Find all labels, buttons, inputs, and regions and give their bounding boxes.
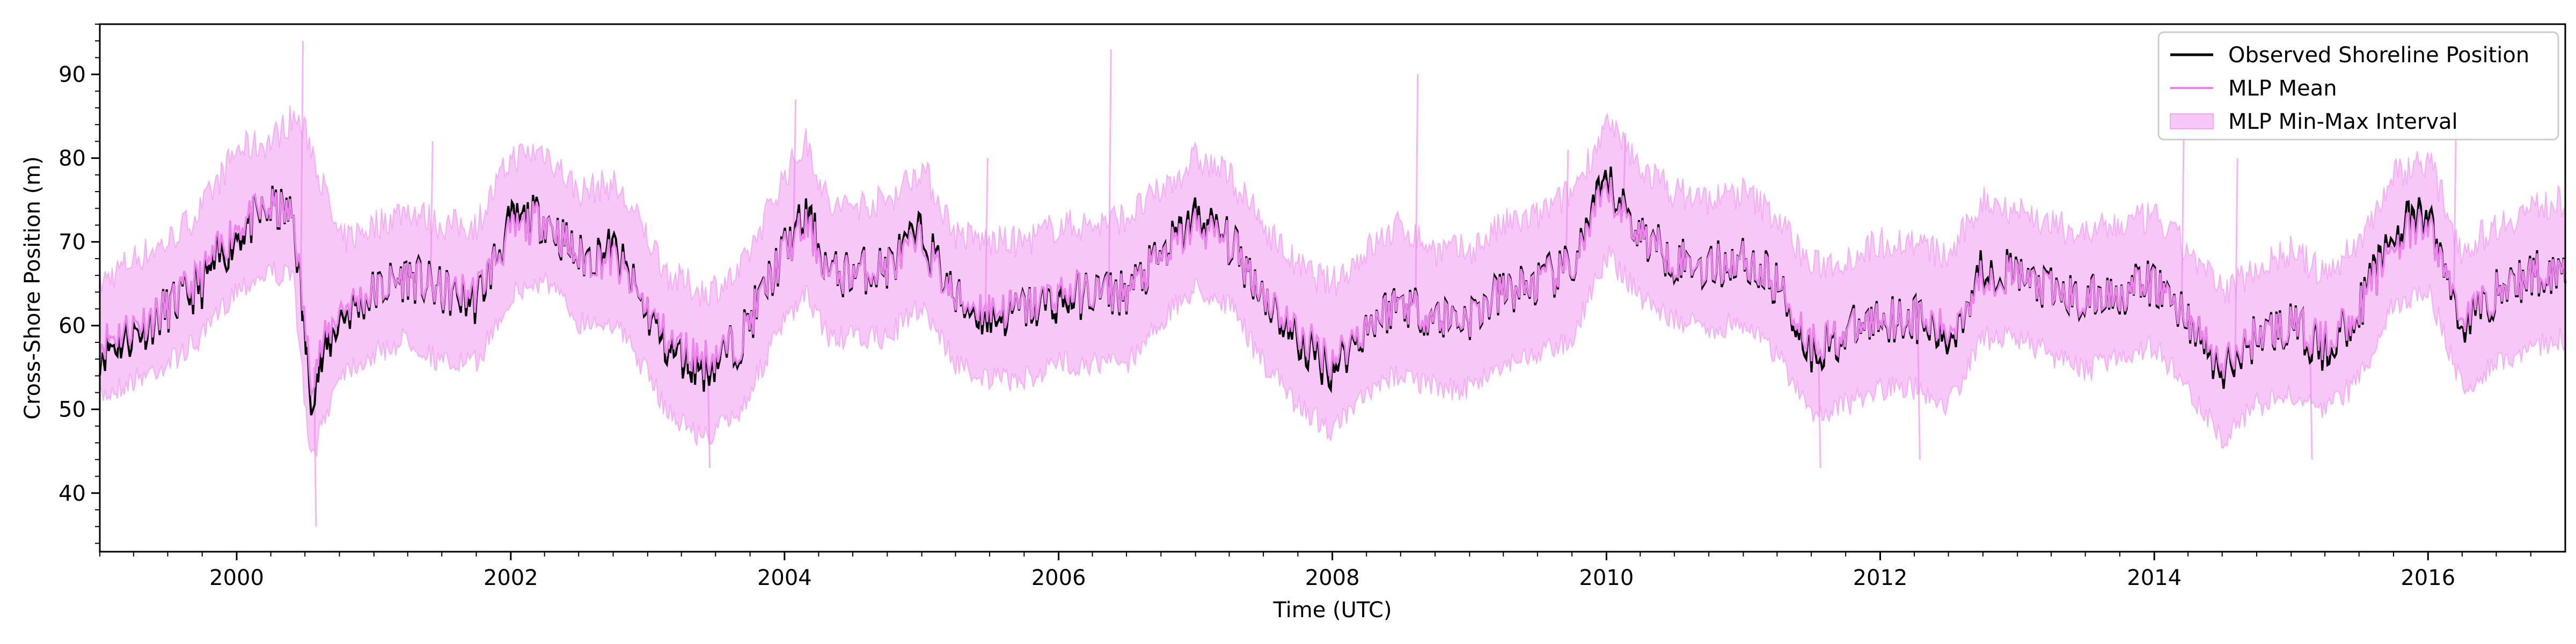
y-axis: 40 50 60 70 80 90 bbox=[58, 24, 100, 544]
y-axis-label: Cross-Shore Position (m) bbox=[20, 156, 45, 420]
mlp-min-max-band bbox=[99, 105, 2566, 457]
band-spike-4 bbox=[793, 99, 797, 240]
x-tick-label-2014: 2014 bbox=[2127, 566, 2182, 590]
legend-label-mlp-mean: MLP Mean bbox=[2228, 76, 2337, 101]
x-tick-label-2012: 2012 bbox=[1853, 566, 1908, 590]
y-tick-label-40: 40 bbox=[58, 481, 86, 506]
y-tick-label-70: 70 bbox=[58, 230, 86, 255]
band-spike-5 bbox=[984, 158, 989, 308]
band-spike-0 bbox=[300, 41, 304, 286]
band-spike-15 bbox=[2453, 125, 2457, 295]
series-mlp-mean bbox=[99, 177, 2566, 396]
line-layer bbox=[99, 166, 2566, 416]
x-axis-label: Time (UTC) bbox=[1272, 598, 1392, 623]
y-tick-label-90: 90 bbox=[58, 63, 86, 87]
legend-swatch-mlp-min-max-interval bbox=[2170, 113, 2214, 129]
band-spike-6 bbox=[1108, 49, 1112, 292]
x-tick-label-2016: 2016 bbox=[2401, 566, 2455, 590]
legend: Observed Shoreline Position MLP Mean MLP M… bbox=[2157, 31, 2559, 141]
legend-box bbox=[2157, 31, 2559, 141]
y-tick-label-50: 50 bbox=[58, 398, 86, 422]
x-tick-label-2002: 2002 bbox=[484, 566, 538, 590]
x-tick-label-2008: 2008 bbox=[1305, 566, 1360, 590]
x-tick-label-2000: 2000 bbox=[209, 566, 264, 590]
legend-label-observed-shoreline-position: Observed Shoreline Position bbox=[2228, 43, 2529, 68]
x-tick-label-2010: 2010 bbox=[1579, 566, 1634, 590]
x-tick-label-2006: 2006 bbox=[1031, 566, 1086, 590]
y-tick-label-80: 80 bbox=[58, 147, 86, 171]
y-tick-label-60: 60 bbox=[58, 314, 86, 339]
x-axis: 2000 2002 2004 2006 2008 2010 2012 2014 2016 bbox=[99, 552, 2531, 590]
band-layer bbox=[99, 105, 2566, 457]
legend-label-mlp-min-max-interval: MLP Min-Max Interval bbox=[2228, 109, 2458, 134]
x-tick-label-2004: 2004 bbox=[757, 566, 812, 590]
band-spike-12 bbox=[2180, 133, 2185, 311]
band-spike-13 bbox=[2234, 158, 2238, 355]
band-spike-2 bbox=[429, 141, 434, 287]
band-spike-7 bbox=[1415, 74, 1419, 308]
